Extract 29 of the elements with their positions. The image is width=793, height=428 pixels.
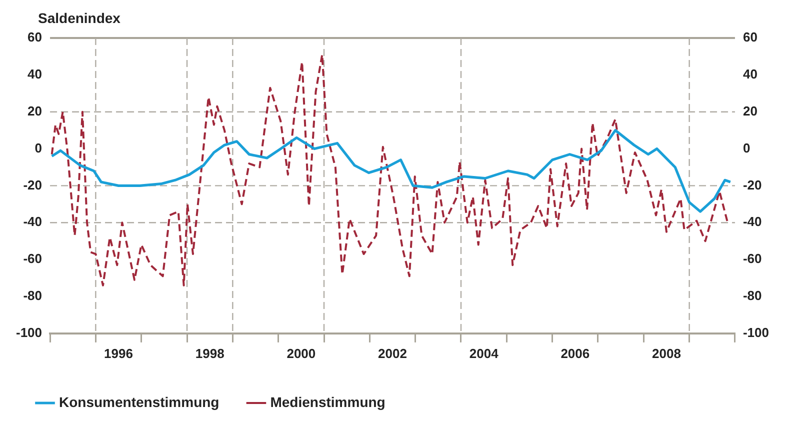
y-tick-label: -20 [23,177,42,192]
y-axis-title: Saldenindex [38,10,121,26]
y2-tick-label: -60 [742,251,762,266]
y2-tick-label: 0 [742,140,750,156]
y2-tick-label: 60 [742,30,758,45]
y-tick-label: 20 [28,103,42,118]
x-tick-label: 1998 [195,346,224,361]
y-tick-label: 60 [28,30,42,45]
y2-tick-label: 20 [742,103,758,118]
y2-tick-label: -80 [742,288,762,304]
y-tick-label: -40 [23,214,42,230]
y2-tick-label: -40 [742,214,762,230]
y-tick-label: 40 [28,66,42,82]
x-tick-label: 2002 [378,346,407,361]
x-tick-label: 2004 [469,346,500,361]
y-tick-label: -100 [16,324,42,340]
x-tick-label: 2008 [652,346,681,361]
legend-label: Medienstimmung [270,394,386,410]
x-tick-label: 2000 [286,346,316,361]
y2-tick-label: -100 [742,324,770,340]
x-tick-label: 2006 [560,346,590,361]
line-series [50,54,730,286]
y2-tick-label: 40 [742,66,758,82]
y-tick-label: 0 [34,140,42,156]
y2-tick-label: -20 [742,177,762,192]
legend-label: Konsumentenstimmung [59,394,220,410]
y-tick-label: -80 [23,288,42,304]
x-tick-label: 1996 [104,346,133,361]
y-tick-label: -60 [23,251,42,266]
